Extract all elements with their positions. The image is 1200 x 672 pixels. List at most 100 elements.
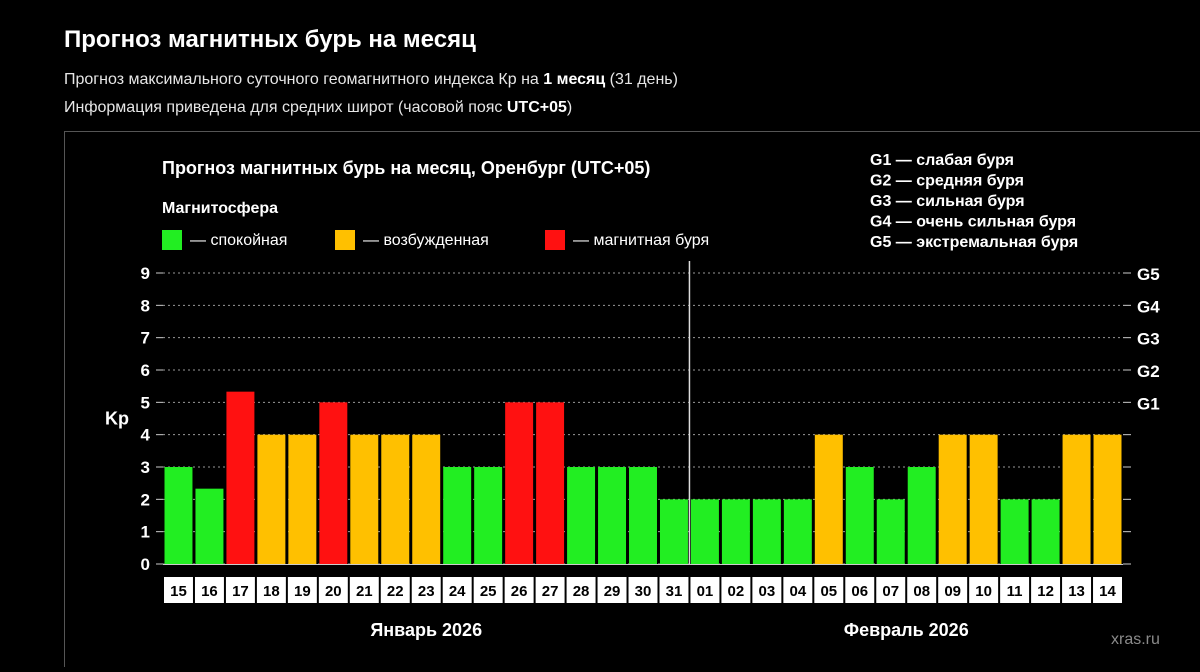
y-tick-label-2: 2: [141, 490, 150, 509]
y-tick-label-3: 3: [141, 458, 150, 477]
y-tick-label-9: 9: [141, 264, 150, 283]
subtitle-2-tail: ): [566, 99, 573, 116]
x-tick-label-28: 11: [1007, 583, 1023, 600]
x-tick-label-15: 29: [604, 583, 621, 600]
bar-7: [350, 434, 379, 564]
y-tick-label-6: 6: [141, 361, 150, 380]
month-label-1: Январь 2026: [370, 620, 482, 640]
bar-30: [1062, 434, 1091, 564]
date-box-13: [535, 577, 565, 603]
date-box-26: [938, 577, 968, 603]
date-box-6: [318, 577, 348, 603]
date-box-25: [907, 577, 937, 603]
date-box-4: [256, 577, 286, 603]
x-tick-label-14: 28: [573, 583, 590, 600]
y-tick-label-4: 4: [141, 426, 151, 445]
x-tick-label-23: 06: [851, 583, 868, 600]
y-tick-label-5: 5: [141, 393, 150, 412]
y-tick-label-1: 1: [141, 523, 150, 542]
legend-label-1: — спокойная: [190, 232, 287, 249]
bar-12: [505, 402, 534, 564]
x-tick-label-22: 05: [820, 583, 837, 600]
x-tick-label-21: 04: [789, 583, 806, 600]
chart-title: Прогноз магнитных бурь на месяц, Оренбур…: [162, 158, 650, 178]
bar-15: [598, 467, 627, 564]
date-box-28: [1000, 577, 1030, 603]
subtitle-2-bold: UTC+05: [506, 99, 567, 116]
bar-3: [226, 391, 255, 564]
bar-13: [536, 402, 565, 564]
storm-level-1: G1 — слабая буря: [870, 152, 1014, 169]
right-tick-label-g2: G2: [1137, 362, 1160, 381]
storm-level-3: G3 — сильная буря: [870, 193, 1025, 210]
subtitle-1-bold: 1 месяц: [543, 71, 606, 88]
x-tick-label-2: 16: [201, 583, 218, 600]
subtitle-1-text: Прогноз максимального суточного геомагни…: [64, 71, 544, 88]
subtitle-2-text: Информация приведена для средних широт (…: [64, 99, 507, 116]
bar-22: [814, 434, 843, 564]
x-tick-label-13: 27: [542, 583, 559, 600]
x-tick-label-7: 21: [356, 583, 373, 600]
x-tick-label-9: 23: [418, 583, 435, 600]
date-box-10: [442, 577, 472, 603]
date-box-31: [1093, 577, 1122, 603]
subtitle-1-tail: (31 день): [605, 71, 678, 88]
bar-24: [876, 499, 905, 564]
bar-6: [319, 402, 348, 564]
storm-level-4: G4 — очень сильная буря: [870, 214, 1076, 231]
x-tick-label-27: 10: [975, 583, 992, 600]
legend-title: Магнитосфера: [162, 200, 278, 217]
date-box-24: [876, 577, 906, 603]
bar-4: [257, 434, 286, 564]
subtitle-line-1: Прогноз максимального суточного геомагни…: [64, 71, 678, 89]
date-box-5: [287, 577, 317, 603]
x-tick-label-12: 26: [511, 583, 528, 600]
kp-forecast-chart: Прогноз магнитных бурь на месяц, Оренбур…: [105, 152, 1160, 648]
bar-16: [629, 467, 657, 564]
date-box-14: [566, 577, 596, 603]
y-tick-label-7: 7: [141, 329, 150, 348]
date-box-1: [164, 577, 193, 603]
x-tick-label-25: 08: [913, 583, 930, 600]
date-box-17: [659, 577, 689, 603]
x-tick-label-26: 09: [944, 583, 961, 600]
date-box-8: [380, 577, 410, 603]
right-tick-label-g3: G3: [1137, 330, 1160, 349]
date-box-2: [194, 577, 224, 603]
date-box-27: [969, 577, 999, 603]
date-box-16: [628, 577, 658, 603]
x-tick-label-11: 25: [480, 583, 497, 600]
date-box-9: [411, 577, 441, 603]
bar-5: [288, 434, 317, 564]
storm-level-2: G2 — средняя буря: [870, 173, 1024, 190]
bar-20: [752, 499, 781, 564]
date-box-15: [597, 577, 627, 603]
right-tick-label-g1: G1: [1137, 394, 1160, 413]
date-box-23: [845, 577, 875, 603]
x-tick-label-5: 19: [294, 583, 311, 600]
storm-level-5: G5 — экстремальная буря: [870, 234, 1078, 251]
date-box-21: [783, 577, 813, 603]
date-box-7: [349, 577, 379, 603]
subtitle-line-2: Информация приведена для средних широт (…: [64, 99, 572, 117]
bar-8: [381, 434, 410, 564]
bar-17: [659, 499, 688, 564]
x-tick-label-16: 30: [635, 583, 652, 600]
watermark: xras.ru: [1111, 631, 1160, 648]
bar-18: [690, 499, 719, 564]
bar-29: [1031, 499, 1060, 564]
right-tick-label-g5: G5: [1137, 265, 1160, 284]
y-axis-label: Kp: [105, 409, 129, 429]
date-box-29: [1031, 577, 1061, 603]
date-box-12: [504, 577, 534, 603]
x-tick-label-19: 02: [728, 583, 745, 600]
bar-2: [195, 488, 224, 564]
bar-19: [721, 499, 750, 564]
right-tick-label-g4: G4: [1137, 297, 1160, 316]
date-box-20: [752, 577, 782, 603]
x-tick-label-10: 24: [449, 583, 466, 600]
bar-31: [1093, 434, 1122, 564]
bar-25: [907, 467, 936, 564]
legend-swatch-3: [545, 230, 565, 250]
bar-10: [443, 467, 472, 564]
